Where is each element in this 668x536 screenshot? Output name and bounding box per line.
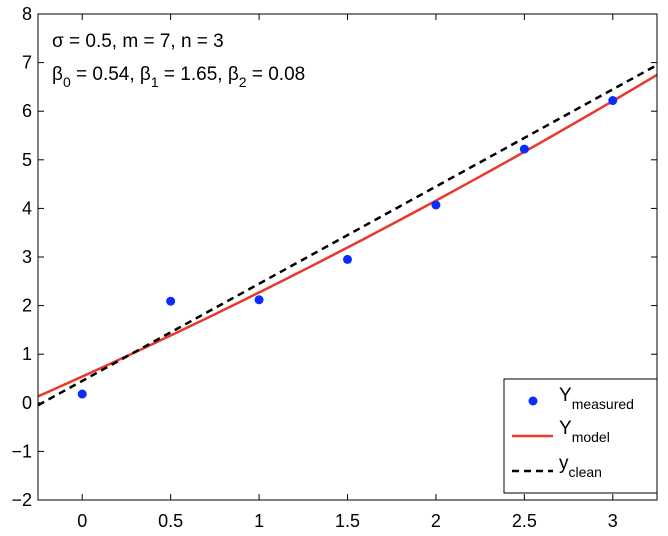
y-tick-label: 5 xyxy=(22,150,32,170)
y-tick-label: 2 xyxy=(22,296,32,316)
y-tick-label: −1 xyxy=(11,441,32,461)
plot-marks xyxy=(37,63,658,407)
y-tick-label: 1 xyxy=(22,344,32,364)
y-tick-label: 0 xyxy=(22,393,32,413)
legend-label-measured: Ymeasured xyxy=(559,385,634,412)
x-tick-label: 2 xyxy=(431,511,441,531)
measured-point xyxy=(343,254,352,264)
measured-point xyxy=(77,389,87,399)
measured-point xyxy=(166,296,176,306)
legend-marker-measured xyxy=(528,396,538,406)
x-tick-label: 2.5 xyxy=(512,511,537,531)
series-clean-line xyxy=(37,63,658,407)
measured-point xyxy=(608,96,618,106)
y-tick-label: −2 xyxy=(11,490,32,510)
series-model-curve xyxy=(37,73,658,398)
measured-point xyxy=(431,200,441,210)
y-tick-label: 8 xyxy=(22,4,32,24)
x-tick-label: 1 xyxy=(254,511,264,531)
annotation-line-1: σ = 0.5, m = 7, n = 3 xyxy=(52,31,224,52)
y-tick-label: 7 xyxy=(22,53,32,73)
y-tick-label: 3 xyxy=(22,247,32,267)
x-tick-label: 0.5 xyxy=(158,511,183,531)
legend-label-clean: yclean xyxy=(559,453,602,480)
measured-point xyxy=(519,144,529,154)
x-tick-label: 0 xyxy=(77,511,87,531)
x-tick-label: 1.5 xyxy=(335,511,360,531)
legend: Ymeasured Ymodel yclean xyxy=(503,378,658,494)
x-tick-label: 3 xyxy=(608,511,618,531)
measured-point xyxy=(254,295,264,305)
legend-label-model: Ymodel xyxy=(559,418,610,445)
annotation-line-2: β0 = 0.54, β1 = 1.65, β2 = 0.08 xyxy=(52,64,305,90)
y-tick-label: 4 xyxy=(22,198,32,218)
y-tick-label: 6 xyxy=(22,101,32,121)
